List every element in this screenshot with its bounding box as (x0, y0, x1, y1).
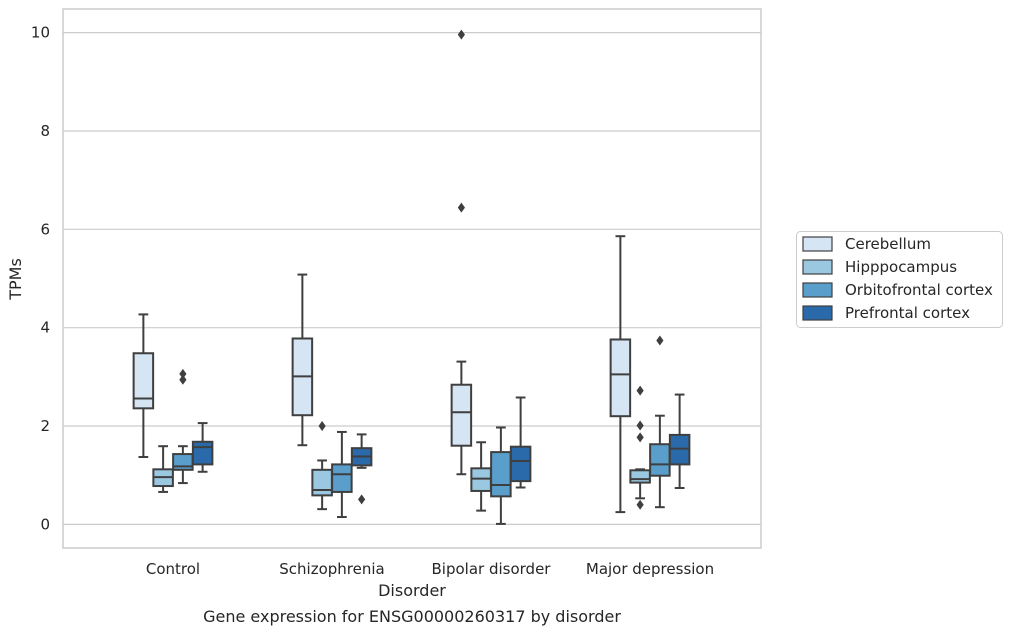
outlier-point (656, 335, 664, 346)
box-iqr (509, 445, 532, 483)
outlier-point (358, 494, 366, 505)
box-orbitofrontal-cortex (649, 335, 671, 509)
box-iqr (490, 451, 512, 498)
x-axis-title: Disorder (378, 581, 446, 600)
box-orbitofrontal-cortex (172, 368, 194, 485)
box-iqr (132, 352, 155, 410)
outlier-point (457, 202, 465, 213)
y-tick-label: 10 (31, 24, 50, 42)
outlier-point (636, 420, 644, 431)
boxes (132, 29, 691, 525)
box-hipppocampus (311, 421, 333, 511)
legend-label: Orbitofrontal cortex (845, 281, 993, 299)
box-hipppocampus (470, 441, 492, 512)
box-iqr (331, 463, 353, 493)
box-orbitofrontal-cortex (331, 430, 353, 519)
legend-item: Cerebellum (802, 235, 931, 253)
y-axis-title: TPMs (6, 258, 25, 301)
y-tick-label: 8 (40, 122, 50, 140)
outlier-point (457, 29, 465, 40)
legend: Cerebellum Hipppocampus Orbitofrontal cort… (796, 231, 1003, 328)
box-cerebellum (291, 273, 314, 447)
box-iqr (649, 443, 671, 477)
legend-label: Cerebellum (845, 235, 931, 253)
chart-caption: Gene expression for ENSG00000260317 by d… (203, 607, 621, 626)
legend-item: Hipppocampus (802, 258, 957, 276)
box-orbitofrontal-cortex (490, 426, 512, 525)
box-prefrontal-cortex (191, 422, 214, 473)
box-iqr (172, 453, 194, 471)
legend-swatch (802, 305, 833, 321)
legend-item: Orbitofrontal cortex (802, 281, 993, 299)
x-tick-label: Bipolar disorder (432, 560, 552, 578)
grid-lines (63, 32, 761, 525)
x-tick-label: Schizophrenia (279, 560, 384, 578)
outlier-point (318, 421, 326, 432)
legend-swatch (802, 282, 833, 298)
x-tick-labels: Control Schizophrenia Bipolar disorder Majo… (146, 560, 714, 578)
legend-label: Hipppocampus (845, 258, 957, 276)
box-cerebellum (609, 235, 632, 514)
plot-area-frame (62, 8, 762, 549)
legend-item: Prefrontal cortex (802, 304, 970, 322)
box-prefrontal-cortex (668, 393, 691, 490)
box-iqr (311, 468, 333, 497)
y-tick-labels: 0 2 4 6 8 10 (31, 24, 50, 534)
outlier-point (179, 374, 187, 385)
box-cerebellum (450, 29, 473, 476)
box-cerebellum (132, 313, 155, 459)
y-tick-label: 6 (40, 220, 50, 238)
legend-frame (796, 231, 1003, 328)
box-prefrontal-cortex (350, 433, 373, 505)
x-tick-label: Major depression (586, 560, 714, 578)
legend-swatch (802, 236, 833, 252)
legend-label: Prefrontal cortex (845, 304, 970, 322)
x-tick-label: Control (146, 560, 200, 578)
y-tick-label: 4 (40, 319, 50, 337)
box-hipppocampus (629, 385, 651, 510)
outlier-point (636, 499, 644, 510)
box-iqr (191, 440, 214, 466)
box-iqr (450, 383, 473, 447)
outlier-point (636, 432, 644, 443)
box-iqr (609, 338, 632, 418)
legend-items: Cerebellum Hipppocampus Orbitofrontal cort… (802, 235, 993, 322)
box-hipppocampus (152, 445, 174, 493)
y-tick-label: 0 (40, 515, 50, 533)
outlier-point (179, 368, 187, 379)
outlier-point (636, 385, 644, 396)
box-iqr (629, 469, 651, 484)
legend-swatch (802, 259, 833, 275)
box-prefrontal-cortex (509, 396, 532, 489)
y-tick-label: 2 (40, 417, 50, 435)
